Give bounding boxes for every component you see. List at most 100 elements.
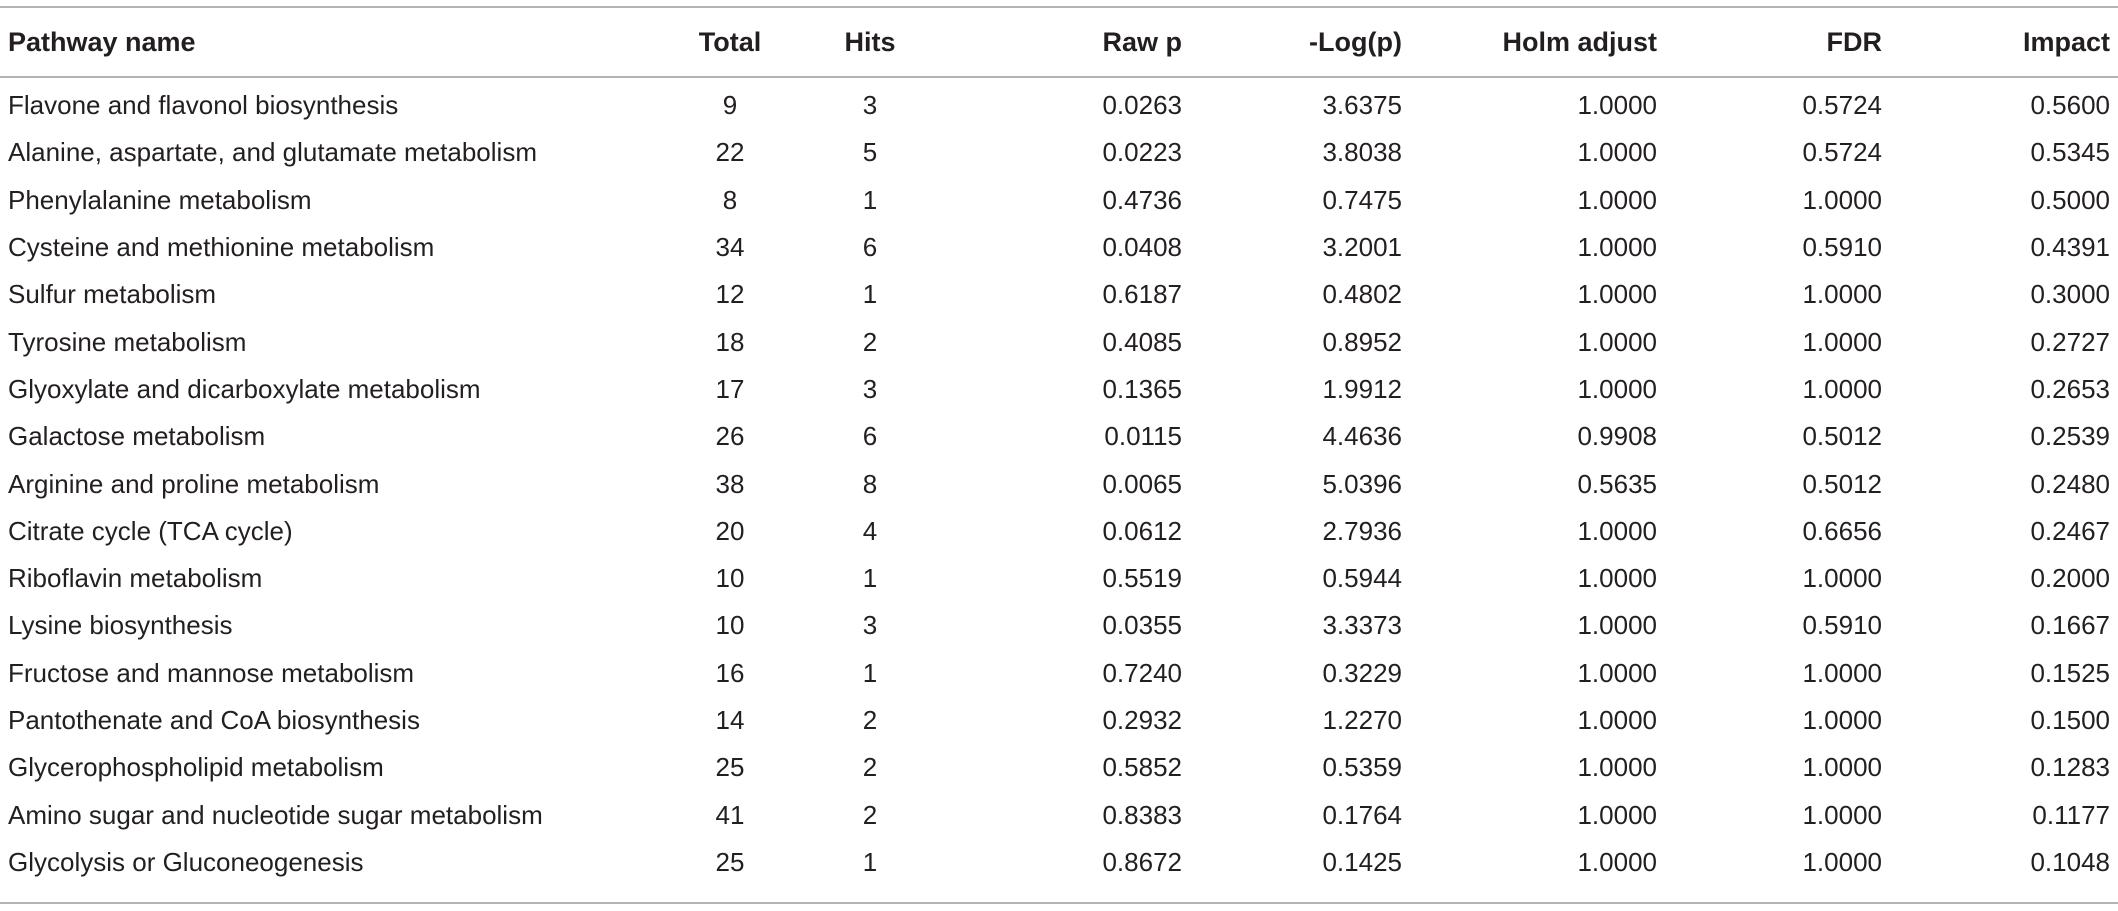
cell-fdr: 1.0000 [1802, 326, 1882, 357]
cell-total: 17 [715, 373, 745, 404]
cell-holm-adjust: 1.0000 [1577, 279, 1657, 310]
cell-fdr: 1.0000 [1802, 373, 1882, 404]
cell-impact: 0.1500 [2030, 705, 2110, 735]
cell-pathway-name: Citrate cycle (TCA cycle) [8, 515, 293, 546]
cell-impact: 0.3000 [2030, 279, 2110, 310]
cell-impact: 0.2653 [2030, 373, 2110, 404]
cell-hits: 4 [862, 515, 878, 546]
cell-pathway-name: Phenylalanine metabolism [8, 184, 312, 215]
cell-total: 34 [715, 232, 745, 263]
cell-holm-adjust: 1.0000 [1577, 799, 1657, 830]
cell-impact: 0.5000 [2030, 184, 2110, 215]
cell-fdr: 0.5012 [1802, 421, 1882, 452]
cell-neg-log-p: 2.7936 [1322, 515, 1402, 546]
cell-neg-log-p: 3.2001 [1322, 232, 1402, 263]
cell-neg-log-p: 0.7475 [1322, 184, 1402, 215]
cell-neg-log-p: 1.2270 [1322, 705, 1402, 735]
cell-total: 26 [715, 421, 745, 452]
cell-neg-log-p: 1.9912 [1322, 373, 1402, 404]
cell-raw-p: 0.0065 [1102, 468, 1182, 499]
cell-holm-adjust: 1.0000 [1577, 184, 1657, 215]
cell-raw-p: 0.0115 [1104, 421, 1182, 452]
cell-pathway-name: Flavone and flavonol biosynthesis [8, 90, 399, 121]
cell-total: 25 [715, 846, 745, 877]
cell-neg-log-p: 0.1764 [1322, 799, 1402, 830]
cell-raw-p: 0.5852 [1102, 752, 1182, 783]
cell-holm-adjust: 1.0000 [1577, 752, 1657, 783]
cell-holm-adjust: 1.0000 [1577, 326, 1657, 357]
table-row: Flavone and flavonol biosynthesis 9 3 0.026… [0, 76, 2118, 129]
cell-hits: 1 [862, 846, 878, 877]
cell-hits: 3 [862, 90, 878, 121]
table-row: Riboflavin metabolism 10 1 0.5519 0.5944 1.00… [0, 555, 2118, 602]
cell-raw-p: 0.5519 [1102, 563, 1182, 594]
cell-pathway-name: Sulfur metabolism [8, 279, 217, 310]
header-impact: Impact [2022, 26, 2110, 57]
cell-total: 12 [715, 279, 745, 310]
cell-neg-log-p: 3.3373 [1322, 610, 1402, 641]
cell-fdr: 0.5910 [1802, 232, 1882, 263]
cell-total: 38 [715, 468, 745, 499]
table-bottom-rule [0, 902, 2118, 904]
cell-hits: 6 [862, 232, 878, 263]
table-row: Amino sugar and nucleotide sugar metabol… [0, 791, 2118, 838]
cell-total: 22 [715, 137, 745, 168]
cell-total: 16 [715, 657, 745, 688]
cell-hits: 5 [862, 137, 878, 168]
table-row: Citrate cycle (TCA cycle) 20 4 0.0612 2.7936… [0, 508, 2118, 555]
cell-pathway-name: Glyoxylate and dicarboxylate metabolism [8, 373, 481, 404]
cell-total: 25 [715, 752, 745, 783]
cell-raw-p: 0.0355 [1102, 610, 1182, 641]
cell-pathway-name: Pantothenate and CoA biosynthesis [8, 705, 420, 735]
header-hits: Hits [844, 26, 896, 57]
cell-pathway-name: Lysine biosynthesis [8, 610, 233, 641]
cell-impact: 0.1177 [2032, 799, 2110, 830]
cell-holm-adjust: 1.0000 [1577, 90, 1657, 121]
cell-pathway-name: Galactose metabolism [8, 421, 266, 452]
cell-holm-adjust: 1.0000 [1577, 232, 1657, 263]
cell-total: 14 [715, 705, 745, 735]
cell-pathway-name: Arginine and proline metabolism [8, 468, 380, 499]
cell-hits: 8 [862, 468, 878, 499]
cell-holm-adjust: 1.0000 [1577, 705, 1657, 735]
cell-pathway-name: Riboflavin metabolism [8, 563, 263, 594]
header-total: Total [698, 26, 762, 57]
cell-holm-adjust: 1.0000 [1577, 137, 1657, 168]
cell-hits: 2 [862, 752, 878, 783]
header-holm-adjust: Holm adjust [1502, 26, 1657, 57]
cell-holm-adjust: 0.9908 [1577, 421, 1657, 452]
cell-neg-log-p: 0.8952 [1322, 326, 1402, 357]
cell-impact: 0.1283 [2030, 752, 2110, 783]
table-row: Pantothenate and CoA biosynthesis 14 2 0.29… [0, 697, 2118, 744]
cell-holm-adjust: 1.0000 [1577, 373, 1657, 404]
table-body: Flavone and flavonol biosynthesis 9 3 0.026… [0, 76, 2118, 886]
cell-raw-p: 0.0263 [1102, 90, 1182, 121]
cell-total: 18 [715, 326, 745, 357]
table-header-rule [0, 76, 2118, 78]
cell-holm-adjust: 0.5635 [1577, 468, 1657, 499]
cell-raw-p: 0.8672 [1102, 846, 1182, 877]
cell-fdr: 0.5724 [1802, 90, 1882, 121]
table-row: Phenylalanine metabolism 8 1 0.4736 0.7475 1.… [0, 177, 2118, 224]
cell-raw-p: 0.0612 [1102, 515, 1182, 546]
cell-total: 8 [722, 184, 738, 215]
cell-raw-p: 0.4085 [1102, 326, 1182, 357]
cell-pathway-name: Cysteine and methionine metabolism [8, 232, 435, 263]
table-header: Pathway name Total Hits Raw p -Log(p) Ho… [0, 8, 2118, 76]
cell-impact: 0.2000 [2030, 563, 2110, 594]
cell-neg-log-p: 0.1425 [1322, 846, 1402, 877]
table-row: Lysine biosynthesis 10 3 0.0355 3.3373 1.0000… [0, 602, 2118, 649]
cell-neg-log-p: 5.0396 [1322, 468, 1402, 499]
cell-impact: 0.1667 [2030, 610, 2110, 641]
cell-total: 10 [715, 610, 745, 641]
cell-pathway-name: Glycerophospholipid metabolism [8, 752, 384, 783]
cell-neg-log-p: 3.6375 [1322, 90, 1402, 121]
cell-raw-p: 0.0223 [1102, 137, 1182, 168]
cell-impact: 0.2467 [2030, 515, 2110, 546]
cell-total: 10 [715, 563, 745, 594]
cell-holm-adjust: 1.0000 [1577, 846, 1657, 877]
cell-total: 41 [715, 799, 745, 830]
cell-fdr: 1.0000 [1802, 279, 1882, 310]
cell-hits: 3 [862, 373, 878, 404]
